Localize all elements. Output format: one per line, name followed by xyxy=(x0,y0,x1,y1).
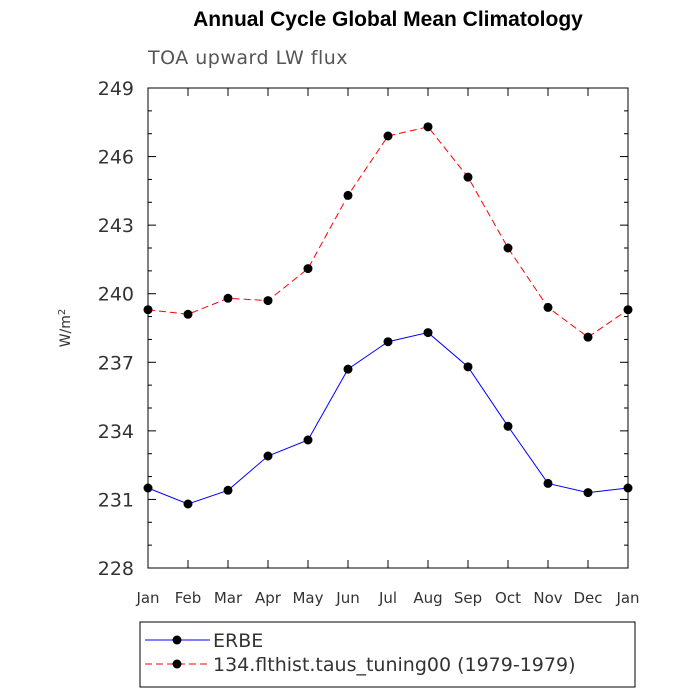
chart-subtitle: TOA upward LW flux xyxy=(148,47,349,69)
series-line-2 xyxy=(147,126,629,338)
series-2-point xyxy=(623,305,633,315)
series-1-point xyxy=(543,478,553,488)
series-2-point xyxy=(343,190,353,200)
series-1-point xyxy=(503,421,513,431)
x-tick-label: Apr xyxy=(255,589,282,607)
series-1-point xyxy=(343,364,353,374)
y-axis: 228 231 234 237 240 243 246 249 xyxy=(98,78,628,580)
x-tick-label: Jul xyxy=(378,589,397,607)
y-tick-label: 243 xyxy=(98,215,134,237)
x-tick-label: Aug xyxy=(413,589,442,607)
series-line-1 xyxy=(147,332,629,505)
series-2-point xyxy=(583,332,593,342)
series-2-point xyxy=(303,264,313,274)
x-axis: Jan Feb Mar Apr May Jun Jul Aug Sep Oct Nov Dec Jan xyxy=(135,88,640,607)
series-2-point xyxy=(503,243,513,253)
series-2-point xyxy=(383,131,393,141)
series-2-point xyxy=(263,296,273,306)
series-2-point xyxy=(223,293,233,303)
series-1-point xyxy=(463,362,473,372)
x-tick-label: Jan xyxy=(615,589,639,607)
x-tick-label: Dec xyxy=(573,589,602,607)
series-1-point xyxy=(263,451,273,461)
legend-label-1: ERBE xyxy=(213,630,263,652)
y-tick-label: 237 xyxy=(98,352,134,374)
x-tick-label: Mar xyxy=(214,589,243,607)
series-2-point xyxy=(143,305,153,315)
series-1-point xyxy=(183,499,193,509)
y-tick-label: 231 xyxy=(98,489,134,511)
series-1-point xyxy=(143,483,153,493)
series-1-point xyxy=(583,488,593,498)
series-1-point xyxy=(303,435,313,445)
legend-label-2: 134.flthist.taus_tuning00 (1979-1979) xyxy=(213,654,575,676)
x-tick-label: May xyxy=(292,589,323,607)
x-tick-label: Nov xyxy=(533,589,562,607)
x-tick-label: Feb xyxy=(175,589,202,607)
x-tick-label: Jun xyxy=(335,589,359,607)
plot-frame xyxy=(147,87,629,569)
series-layer xyxy=(143,122,633,509)
chart-title: Annual Cycle Global Mean Climatology xyxy=(193,8,583,31)
series-1-point xyxy=(623,483,633,493)
x-tick-label: Sep xyxy=(454,589,482,607)
legend-marker-1 xyxy=(172,635,182,645)
series-2-point xyxy=(463,172,473,182)
series-2-point xyxy=(183,309,193,319)
y-tick-label: 249 xyxy=(98,78,134,100)
series-2-point xyxy=(543,302,553,312)
legend-marker-2 xyxy=(172,659,182,669)
series-2-point xyxy=(423,122,433,132)
legend-box xyxy=(139,621,636,688)
series-1-point xyxy=(383,337,393,347)
x-tick-label: Oct xyxy=(495,589,521,607)
series-1-point xyxy=(223,485,233,495)
y-tick-label: 234 xyxy=(98,421,134,443)
y-tick-label: 246 xyxy=(98,147,134,169)
y-tick-label: 228 xyxy=(98,558,134,580)
series-1-point xyxy=(423,328,433,338)
y-tick-label: 240 xyxy=(98,284,134,306)
x-tick-label: Jan xyxy=(135,589,159,607)
y-axis-label: W/m2 xyxy=(57,309,75,348)
